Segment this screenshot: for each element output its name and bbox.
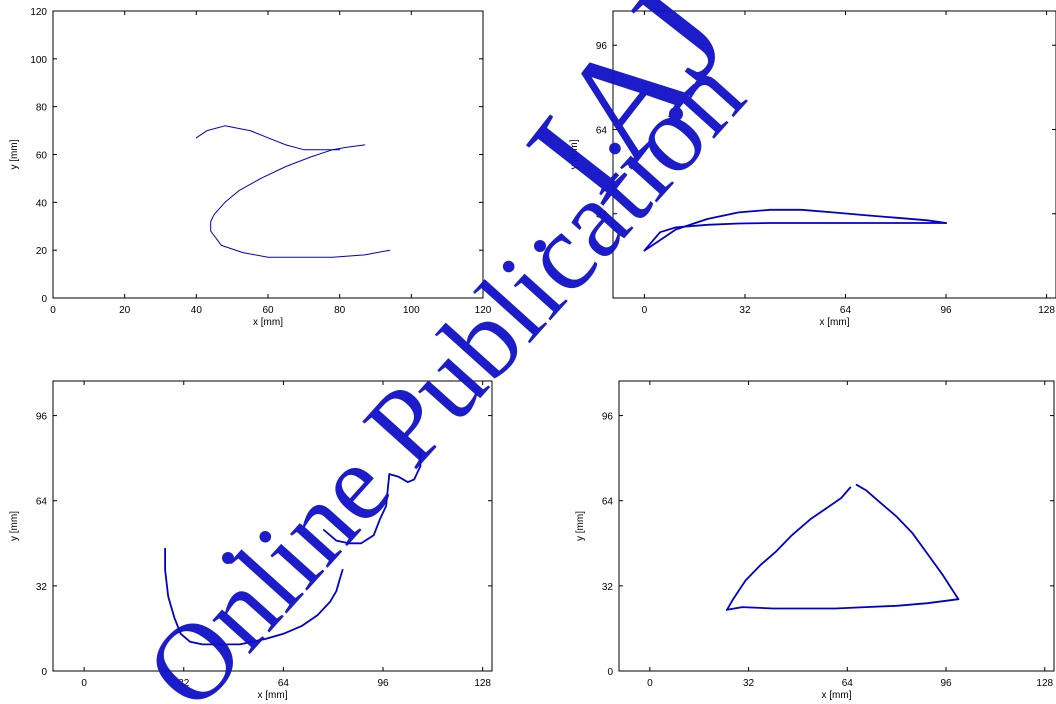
x-tick-label: 128	[1036, 678, 1053, 689]
x-tick-label: 32	[739, 305, 751, 316]
y-axis-label: y [mm]	[9, 139, 20, 169]
trajectory-line-1-1	[195, 125, 391, 258]
x-tick-label: 20	[119, 305, 131, 316]
trajectory-line-3-2	[322, 473, 391, 545]
y-axis-label: y [mm]	[575, 511, 586, 541]
plot-frame	[52, 10, 484, 299]
x-tick-label: 0	[81, 678, 87, 689]
trajectory-line-4-1	[726, 486, 852, 611]
watermark-dot	[534, 240, 546, 252]
watermark-dot	[669, 107, 683, 121]
x-tick-label: 128	[474, 678, 491, 689]
plot-frame	[612, 10, 1056, 299]
trajectory-line-1-2	[332, 144, 366, 151]
y-tick-label: 64	[602, 497, 614, 508]
x-tick-label: 64	[842, 678, 854, 689]
x-axis-label: x [mm]	[822, 690, 852, 701]
x-axis-label: x [mm]	[258, 690, 288, 701]
subplot-2: 0 32 64 96 128 32 64 96 x [mm] y [mm]	[569, 10, 1056, 328]
x-tick-label: 128	[1038, 305, 1055, 316]
subplot-3: 0 32 64 96 128 0 32 64 96 x [mm] y [mm]	[9, 380, 493, 701]
y-tick-label: 96	[596, 41, 608, 52]
y-tick-label: 32	[602, 582, 614, 593]
x-tick-label: 80	[334, 305, 346, 316]
trajectory-line-4-2	[726, 598, 960, 611]
x-axis-label: x [mm]	[820, 317, 850, 328]
trajectory-line-2-1	[643, 208, 947, 252]
subplot-4: 0 32 64 96 128 0 32 64 96 x [mm] y [mm]	[575, 380, 1055, 701]
x-tick-label: 0	[50, 305, 56, 316]
trajectory-line-2-2	[643, 222, 947, 252]
watermark: IAJ Online Publication	[122, 0, 767, 704]
trajectory-line-3-3	[388, 449, 422, 484]
watermark-text-publication: Online Publication	[122, 34, 767, 704]
y-tick-label: 120	[30, 7, 47, 18]
x-axis-label: x [mm]	[253, 317, 283, 328]
y-tick-label: 0	[607, 667, 613, 678]
y-axis-label: y [mm]	[9, 511, 20, 541]
y-tick-label: 20	[36, 246, 48, 257]
subplot-1: 0 20 40 60 80 100 120 0 20 40 60 80 100 120 x [mm] y [m…	[9, 7, 492, 328]
trajectory-line-4-3	[855, 483, 960, 601]
plot-frame	[618, 380, 1055, 672]
y-tick-label: 80	[36, 103, 48, 114]
y-tick-label: 96	[36, 412, 48, 423]
y-tick-label: 0	[41, 667, 47, 678]
trajectory-line-3-1	[164, 547, 344, 646]
charts-group: 0 20 40 60 80 100 120 0 20 40 60 80 100 120 x [mm] y [m…	[9, 7, 1056, 701]
x-tick-label: 60	[262, 305, 274, 316]
plot-frame	[52, 380, 493, 672]
y-tick-label: 64	[36, 497, 48, 508]
y-tick-label: 60	[36, 151, 48, 162]
y-axis-label: y [mm]	[569, 139, 580, 169]
x-tick-label: 120	[475, 305, 492, 316]
y-tick-label: 32	[36, 582, 48, 593]
x-tick-label: 32	[178, 678, 190, 689]
x-tick-label: 96	[377, 678, 389, 689]
watermark-dot	[222, 552, 234, 564]
x-tick-label: 40	[191, 305, 203, 316]
x-tick-label: 32	[743, 678, 755, 689]
y-tick-label: 0	[41, 294, 47, 305]
y-tick-label: 100	[30, 55, 47, 66]
x-tick-label: 64	[840, 305, 852, 316]
x-tick-label: 0	[647, 678, 653, 689]
y-tick-label: 40	[36, 198, 48, 209]
x-tick-label: 96	[940, 305, 952, 316]
x-tick-label: 96	[940, 678, 952, 689]
y-tick-label: 96	[602, 412, 614, 423]
x-tick-label: 0	[642, 305, 648, 316]
y-tick-label: 32	[596, 210, 608, 221]
x-tick-label: 64	[278, 678, 290, 689]
x-tick-label: 100	[403, 305, 420, 316]
y-tick-label: 64	[596, 125, 608, 136]
